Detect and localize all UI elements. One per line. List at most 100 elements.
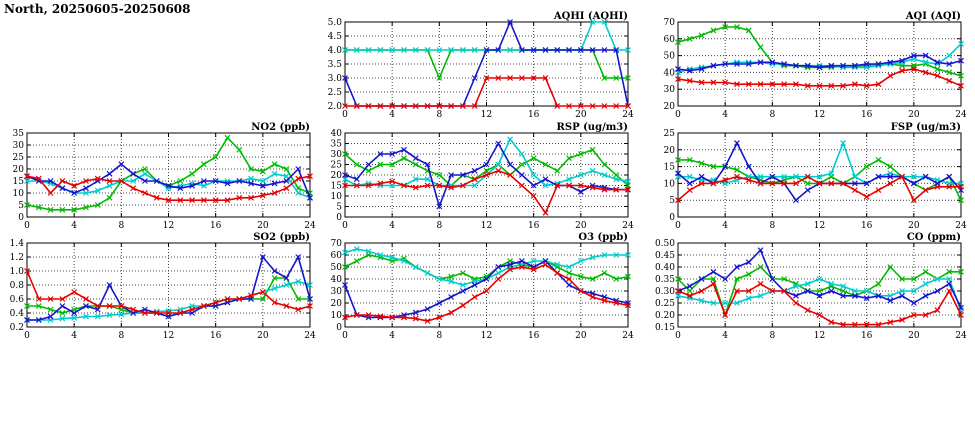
chart-label: 20 (908, 110, 920, 120)
chart-label: 0.25 (655, 299, 675, 309)
chart-label: 12 (481, 110, 492, 120)
chart-canvas-o3: 0 10 20 30 40 50 60 70 0 4 8 12 16 20 24 O3 (ppb) (331, 232, 634, 341)
series-markers-red (675, 66, 964, 89)
chart-label: 15 (13, 177, 25, 187)
chart-label: 24 (955, 331, 967, 341)
chart-label: 0.45 (655, 251, 675, 261)
plot-border (677, 242, 962, 328)
chart-label: 20 (575, 221, 587, 231)
chart-label: 40 (331, 275, 343, 285)
chart-label: 8 (118, 221, 124, 231)
chart-label: 20 (13, 165, 25, 175)
chart-label: 2.0 (328, 102, 343, 112)
chart-label: 25 (13, 153, 25, 163)
chart-label: 0.35 (655, 275, 675, 285)
chart-label: 24 (622, 110, 634, 120)
chart-aqi: 20 30 40 50 60 70 0 4 8 12 16 20 24 AQI (AQI) (651, 10, 967, 120)
chart-label: 16 (528, 221, 540, 231)
chart-label: 5 (336, 203, 342, 213)
chart-label: 8 (436, 221, 442, 231)
chart-label: 35 (13, 129, 25, 139)
series-markers-red (24, 173, 313, 204)
series-line-red (677, 68, 962, 87)
chart-label: 4.5 (328, 32, 343, 42)
chart-label: 0 (336, 323, 342, 333)
gridlines (678, 133, 961, 217)
gridlines (345, 243, 628, 327)
chart-label: 3.5 (328, 60, 343, 70)
chart-label: 16 (861, 110, 873, 120)
series-markers-blue (342, 258, 631, 321)
chart-label: 16 (528, 331, 540, 341)
gridlines (27, 133, 310, 217)
chart-label: FSP (ug/m3) (891, 122, 961, 133)
chart-label: 0.8 (10, 281, 25, 291)
chart-label: SO2 (ppb) (253, 232, 310, 243)
chart-label: 0 (669, 213, 675, 223)
chart-label: 30 (331, 287, 343, 297)
chart-label: 20 (331, 299, 343, 309)
chart-label: 15 (664, 163, 676, 173)
chart-label: 0 (24, 221, 30, 231)
plot-border (344, 21, 629, 107)
chart-label: 16 (528, 110, 540, 120)
series-markers-red (675, 280, 964, 328)
chart-label: 10 (331, 311, 343, 321)
chart-label: 50 (664, 52, 676, 62)
chart-label: 20 (257, 331, 269, 341)
chart-label: 24 (304, 331, 316, 341)
chart-label: 12 (163, 331, 174, 341)
chart-label: 20 (664, 146, 676, 156)
chart-label: 20 (664, 102, 676, 112)
plot-border (26, 132, 311, 218)
chart-fsp: 0 5 10 15 20 25 0 4 8 12 16 20 24 FSP (ug/m3) (651, 121, 967, 231)
chart-label: 4 (722, 110, 728, 120)
gridlines (27, 243, 310, 327)
series-line-green (344, 148, 629, 187)
chart-label: 20 (575, 110, 587, 120)
chart-label: 24 (955, 221, 967, 231)
chart-label: 40 (664, 68, 676, 78)
chart-label: 60 (331, 251, 343, 261)
chart-label: 24 (622, 331, 634, 341)
plot-border (677, 21, 962, 107)
chart-label: 4 (389, 221, 395, 231)
chart-label: 0 (675, 221, 681, 231)
chart-label: 12 (814, 221, 825, 231)
series-line-blue (677, 54, 962, 72)
chart-canvas-so2: 0.2 0.4 0.6 0.8 1.0 1.2 1.4 0 4 8 12 16 20 24 SO2 (ppb… (10, 232, 316, 341)
chart-label: 16 (210, 221, 222, 231)
chart-label: 10 (331, 192, 343, 202)
chart-label: 10 (13, 189, 25, 199)
chart-label: RSP (ug/m3) (557, 122, 628, 133)
chart-label: 0.6 (10, 295, 25, 305)
series-markers-red (342, 75, 631, 109)
chart-label: 35 (331, 140, 343, 150)
chart-label: 0 (336, 213, 342, 223)
chart-label: 0 (342, 331, 348, 341)
chart-label: 0.20 (655, 311, 675, 321)
chart-label: 0 (675, 110, 681, 120)
chart-label: 25 (664, 129, 676, 139)
chart-label: 1.4 (10, 239, 25, 249)
chart-label: 5.0 (328, 18, 343, 28)
chart-label: 8 (118, 331, 124, 341)
chart-label: CO (ppm) (907, 232, 961, 243)
chart-label: 2.5 (328, 88, 343, 98)
chart-label: 8 (436, 110, 442, 120)
chart-label: 10 (664, 179, 676, 189)
chart-label: 5 (18, 201, 24, 211)
chart-label: 20 (331, 171, 343, 181)
gridlines (345, 22, 628, 106)
chart-label: 8 (769, 110, 775, 120)
chart-label: 8 (769, 221, 775, 231)
chart-label: 1.0 (10, 267, 25, 277)
chart-label: 12 (481, 221, 492, 231)
chart-label: 12 (814, 110, 825, 120)
chart-so2: 0.2 0.4 0.6 0.8 1.0 1.2 1.4 0 4 8 12 16 20 24 SO2 (ppb… (0, 231, 316, 341)
chart-label: 0.4 (10, 309, 25, 319)
chart-label: 16 (210, 331, 222, 341)
chart-label: NO2 (ppb) (251, 122, 310, 133)
chart-label: 8 (436, 331, 442, 341)
chart-label: 0 (342, 221, 348, 231)
